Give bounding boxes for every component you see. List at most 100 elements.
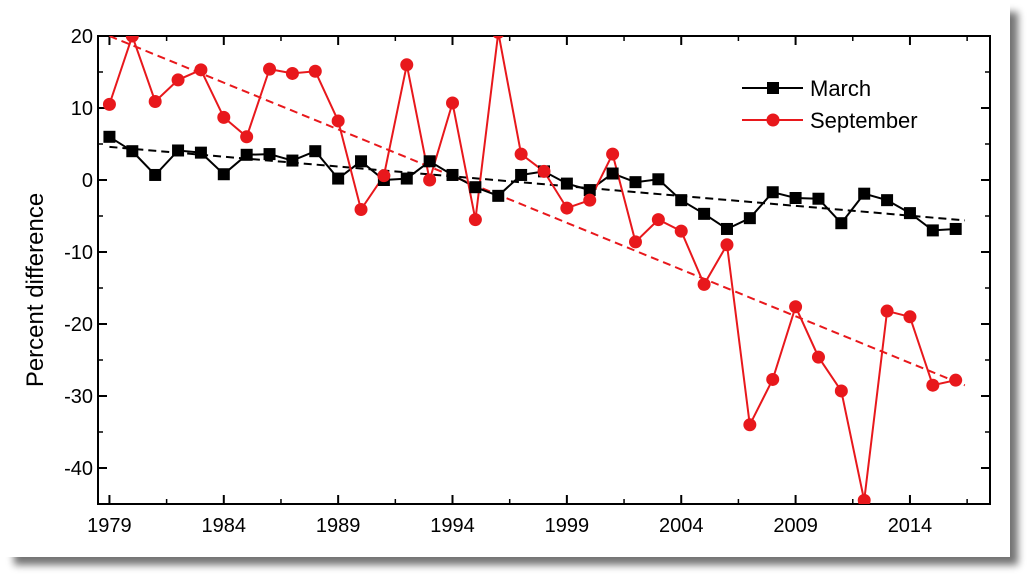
y-tick-label: -40 xyxy=(64,458,93,480)
data-point-september xyxy=(377,169,391,183)
legend-march-marker xyxy=(767,82,779,94)
data-point-march xyxy=(309,145,322,158)
y-axis-label: Percent difference xyxy=(22,193,49,387)
data-point-september xyxy=(263,62,277,76)
data-point-september xyxy=(423,173,437,187)
y-tick-label: -30 xyxy=(64,386,93,408)
data-point-march xyxy=(629,176,642,189)
data-point-september xyxy=(674,224,688,238)
data-point-september xyxy=(125,36,139,43)
x-tick-label: 2014 xyxy=(888,515,933,537)
x-tick-label: 1984 xyxy=(202,515,247,537)
data-point-march xyxy=(423,155,436,168)
series-line-september xyxy=(108,36,956,501)
trend-line-september xyxy=(109,36,966,387)
data-point-march xyxy=(355,155,368,168)
data-point-september xyxy=(102,97,116,111)
data-point-march xyxy=(103,130,116,143)
data-point-september xyxy=(560,201,574,215)
data-point-september xyxy=(651,213,665,227)
data-point-march xyxy=(583,184,596,197)
data-point-september xyxy=(492,36,504,39)
data-point-march xyxy=(652,173,665,186)
data-point-march xyxy=(400,172,413,185)
data-point-september xyxy=(240,130,254,144)
data-point-september xyxy=(171,73,185,87)
data-point-march xyxy=(926,224,939,237)
data-point-september xyxy=(331,114,345,128)
data-point-september xyxy=(903,310,917,324)
data-point-september xyxy=(194,63,208,77)
data-point-march xyxy=(812,192,825,205)
x-tick-label: 2004 xyxy=(659,515,704,537)
data-point-september xyxy=(468,213,482,227)
data-point-march xyxy=(149,168,162,181)
data-point-september xyxy=(743,418,757,432)
data-point-march xyxy=(469,181,482,194)
data-point-march xyxy=(698,207,711,220)
data-point-september xyxy=(949,373,963,387)
axis-ticks xyxy=(98,35,990,504)
data-point-september xyxy=(446,96,460,110)
data-point-march xyxy=(949,222,962,235)
data-point-september xyxy=(789,300,803,314)
x-tick-label: 2009 xyxy=(773,515,818,537)
data-point-september xyxy=(880,304,894,318)
data-point-march xyxy=(675,194,688,207)
data-point-september xyxy=(583,193,597,207)
y-tick-label: -20 xyxy=(64,314,93,336)
data-point-september xyxy=(857,493,871,504)
data-point-march xyxy=(217,168,230,181)
data-point-september xyxy=(697,277,711,291)
legend-september-marker xyxy=(766,113,780,127)
data-point-march xyxy=(881,194,894,207)
data-point-september xyxy=(766,372,780,386)
data-point-march xyxy=(263,148,276,161)
data-markers xyxy=(102,36,963,504)
data-point-march xyxy=(606,167,619,180)
data-point-march xyxy=(766,186,779,199)
data-point-march xyxy=(332,172,345,185)
legend: March September xyxy=(742,76,918,133)
data-point-september xyxy=(148,95,162,109)
data-point-september xyxy=(628,235,642,249)
data-point-march xyxy=(858,187,871,200)
data-point-september xyxy=(720,238,734,252)
data-point-september xyxy=(811,350,825,364)
legend-march-label: March xyxy=(810,76,871,101)
plot-area xyxy=(97,35,991,505)
data-point-september xyxy=(308,64,322,78)
axis-tick-labels: 1979 1984 1989 1994 1999 2004 2009 2014 20 10 0 -10… xyxy=(64,26,932,537)
y-tick-label: 20 xyxy=(71,26,93,48)
data-point-september xyxy=(217,110,231,124)
data-point-march xyxy=(240,148,253,161)
data-point-march xyxy=(172,144,185,157)
data-point-march xyxy=(286,154,299,167)
data-point-september xyxy=(514,147,528,161)
data-point-september xyxy=(537,164,551,178)
figure-background xyxy=(4,2,1010,557)
data-point-september xyxy=(606,147,620,161)
data-point-march xyxy=(194,146,207,159)
data-point-march xyxy=(560,177,573,190)
data-point-march xyxy=(789,192,802,204)
data-point-march xyxy=(126,145,139,158)
data-point-march xyxy=(835,217,848,230)
x-tick-label: 1999 xyxy=(545,515,590,537)
data-point-september xyxy=(400,58,414,72)
data-point-march xyxy=(492,189,505,202)
data-point-march xyxy=(446,168,459,181)
data-point-march xyxy=(743,212,756,225)
data-point-march xyxy=(903,207,916,220)
y-tick-label: 0 xyxy=(82,170,93,192)
y-tick-label: 10 xyxy=(71,98,93,120)
data-point-march xyxy=(720,222,733,235)
data-point-september xyxy=(354,203,368,217)
data-point-september xyxy=(926,378,940,392)
x-tick-label: 1979 xyxy=(87,515,132,537)
data-point-march xyxy=(515,168,528,181)
data-point-september xyxy=(285,66,299,80)
x-tick-label: 1994 xyxy=(430,515,475,537)
y-tick-label: -10 xyxy=(64,242,93,264)
